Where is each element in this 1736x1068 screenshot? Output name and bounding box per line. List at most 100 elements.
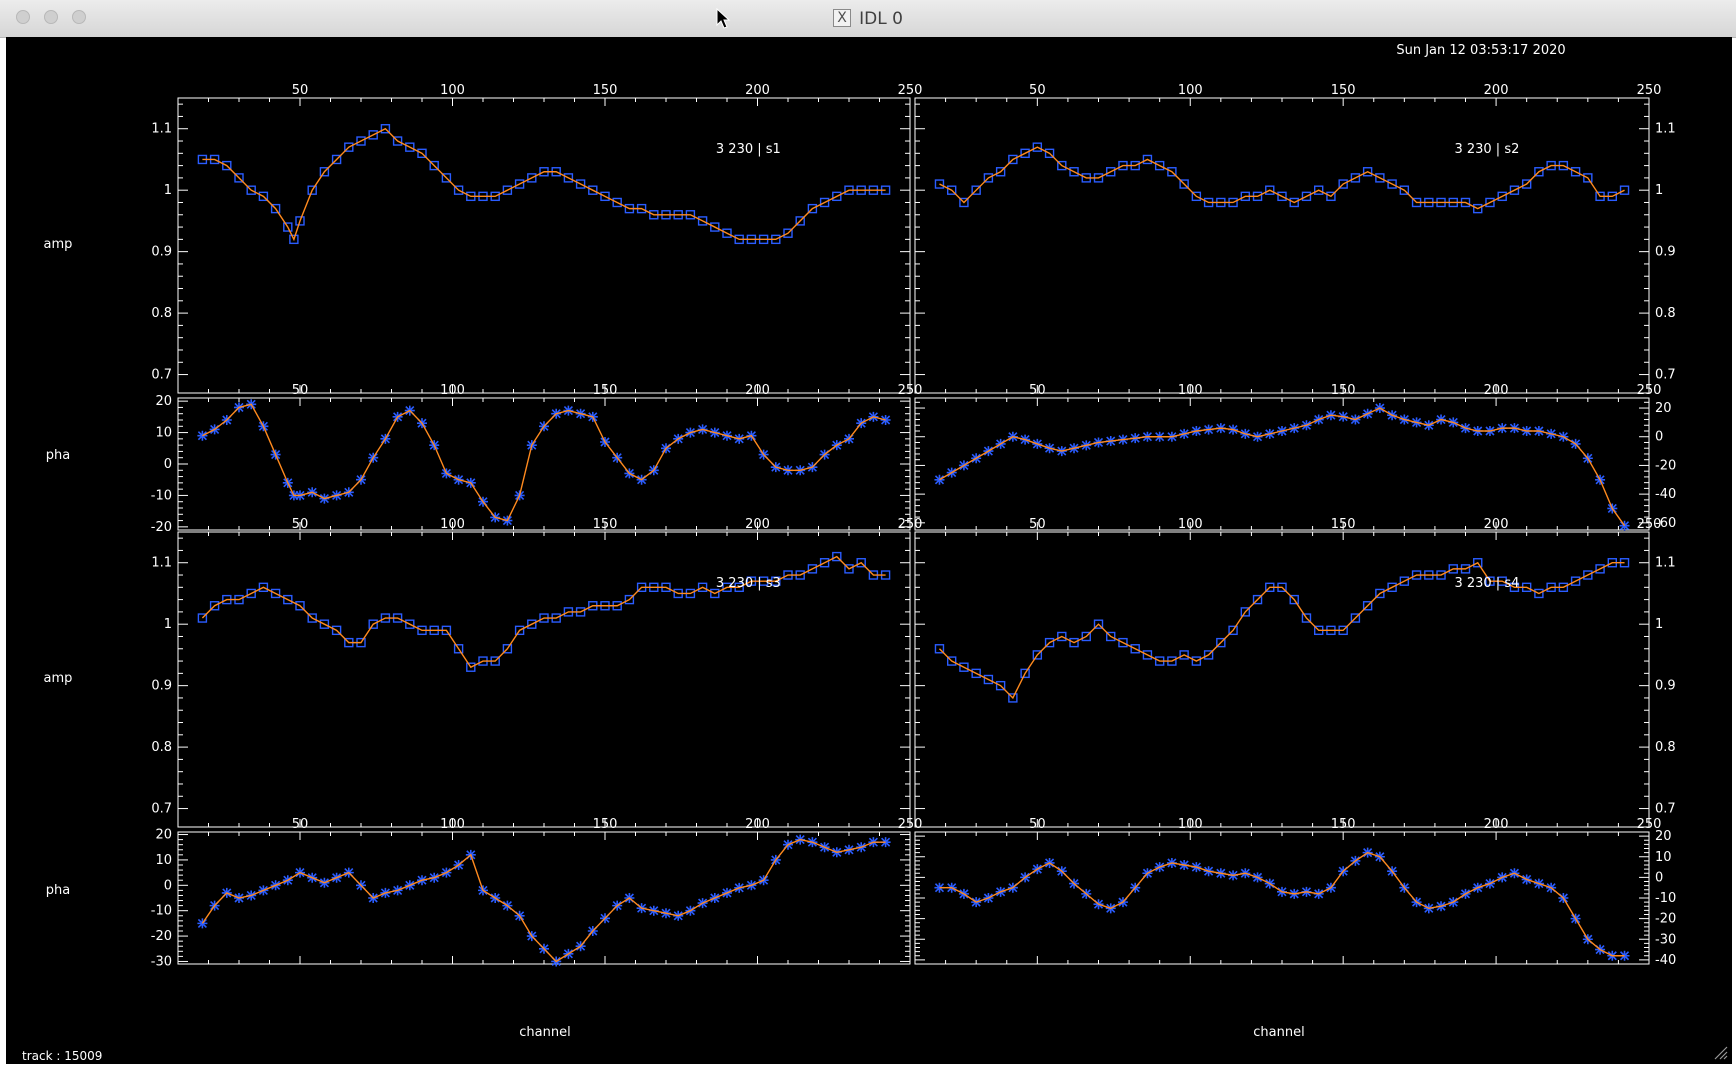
amp-data-point — [1521, 179, 1532, 189]
x-tick-label: 100 — [1178, 517, 1203, 532]
amp-data-point — [368, 130, 378, 140]
amp-data-point — [1240, 607, 1251, 617]
x-tick-label: 100 — [1178, 817, 1203, 832]
amp-data-point — [1509, 185, 1520, 195]
pha-fit-line — [201, 838, 886, 963]
amp-data-point — [1534, 588, 1544, 599]
amp-data-point — [209, 601, 220, 611]
amp-data-point — [392, 136, 403, 146]
panel-label: 3 230 | s1 — [716, 142, 781, 157]
amp-data-point — [934, 179, 945, 189]
amp-data-point — [1313, 185, 1324, 195]
amp-data-point — [283, 222, 293, 232]
panel-label: 3 230 | s3 — [716, 576, 781, 591]
close-window-button[interactable] — [16, 10, 30, 24]
y-tick-label-left: 0.7 — [151, 802, 172, 817]
amp-data-point — [995, 680, 1006, 691]
amp-data-point — [222, 160, 232, 171]
pha-data-point — [197, 918, 208, 929]
idl-plot-canvas[interactable]: Sun Jan 12 03:53:17 2020 amp pha amp pha… — [6, 37, 1732, 1064]
pha-frame — [914, 397, 1650, 531]
amp-data-point — [270, 588, 281, 599]
amp-data-point — [1020, 148, 1030, 159]
window-titlebar[interactable]: X IDL 0 — [0, 0, 1736, 38]
x-tick-label: 50 — [292, 83, 309, 98]
amp-data-point — [807, 203, 818, 214]
amp-data-point — [258, 191, 269, 202]
amp-data-point — [1179, 179, 1189, 189]
track-status: track : 15009 — [22, 1049, 102, 1063]
amp-data-point — [1093, 619, 1104, 629]
amp-data-point — [947, 185, 957, 195]
amp-data-point — [1497, 191, 1507, 202]
amp-data-point — [1326, 191, 1336, 202]
amp-data-point — [697, 216, 708, 226]
x-tick-label: 150 — [1331, 383, 1356, 398]
x-tick-label: 50 — [1029, 817, 1046, 832]
amp-data-point — [514, 179, 525, 189]
amp-data-point — [971, 185, 981, 195]
pha-data-point — [1619, 520, 1630, 531]
y-tick-label-right: 0.7 — [1655, 368, 1676, 383]
amp-data-point — [1362, 167, 1373, 177]
x-tick-label: 250 — [1637, 817, 1662, 832]
amp-data-point — [1301, 613, 1312, 623]
amp-data-point — [1106, 631, 1116, 642]
x11-app-icon: X — [833, 9, 852, 27]
amp-axis-label-bottom: amp — [44, 671, 73, 686]
pha-fit-line — [939, 407, 1626, 527]
amp-data-point — [319, 619, 330, 629]
y-tick-label-right: -40 — [1655, 953, 1676, 968]
amp-data-point — [1387, 582, 1397, 593]
amp-data-point — [783, 228, 793, 238]
amp-data-point — [1289, 197, 1299, 208]
x-tick-label: 250 — [1637, 383, 1662, 398]
amp-data-point — [527, 619, 537, 629]
amp-data-point — [1301, 191, 1312, 202]
x-tick-label: 100 — [440, 83, 465, 98]
amp-data-point — [1473, 558, 1483, 568]
amp-data-point — [514, 625, 525, 636]
y-tick-label-right: -20 — [1655, 912, 1676, 927]
amp-data-point — [1020, 668, 1030, 679]
pha-subplot-4: 50 100 150 200 250 -40 -30 -20 -10 0 10 20 — [914, 817, 1676, 968]
amp-data-point — [258, 582, 269, 593]
y-tick-label-right: 0 — [1655, 430, 1663, 445]
zoom-window-button[interactable] — [72, 10, 86, 24]
amp-data-point — [1057, 631, 1067, 642]
y-tick-label-right: 1 — [1655, 183, 1663, 198]
amp-data-point — [453, 185, 464, 195]
amp-data-point — [795, 216, 805, 226]
y-tick-label-right: 0.8 — [1655, 740, 1676, 755]
resize-grip-icon[interactable] — [1712, 1044, 1728, 1060]
x-tick-label: 50 — [292, 383, 309, 398]
amp-data-point — [1130, 644, 1140, 654]
amp-data-point — [575, 179, 586, 189]
amp-data-point — [819, 197, 830, 208]
x-tick-label: 50 — [292, 817, 309, 832]
amp-data-point — [1570, 167, 1581, 177]
amp-data-point — [1154, 160, 1165, 171]
amp-data-point — [1583, 173, 1593, 183]
amp-data-point — [1057, 160, 1067, 171]
x-tick-label: 150 — [1331, 517, 1356, 532]
amp-data-point — [1191, 191, 1202, 202]
y-tick-label-left: 20 — [155, 394, 172, 409]
amp-data-point — [466, 662, 476, 672]
amp-data-point — [1179, 650, 1189, 660]
plot-timestamp: Sun Jan 12 03:53:17 2020 — [1396, 43, 1565, 58]
amp-data-point — [832, 551, 842, 562]
amp-data-point — [1485, 197, 1495, 208]
amp-data-point — [417, 148, 427, 159]
amp-fit-line — [938, 561, 1625, 700]
amp-data-point — [624, 594, 635, 605]
y-tick-label-left: 0.8 — [151, 306, 172, 321]
amp-data-point — [819, 558, 830, 568]
amp-data-point — [502, 185, 513, 195]
y-tick-label-left: -10 — [151, 904, 172, 919]
minimize-window-button[interactable] — [44, 10, 58, 24]
y-tick-label-left: 0 — [164, 878, 172, 893]
